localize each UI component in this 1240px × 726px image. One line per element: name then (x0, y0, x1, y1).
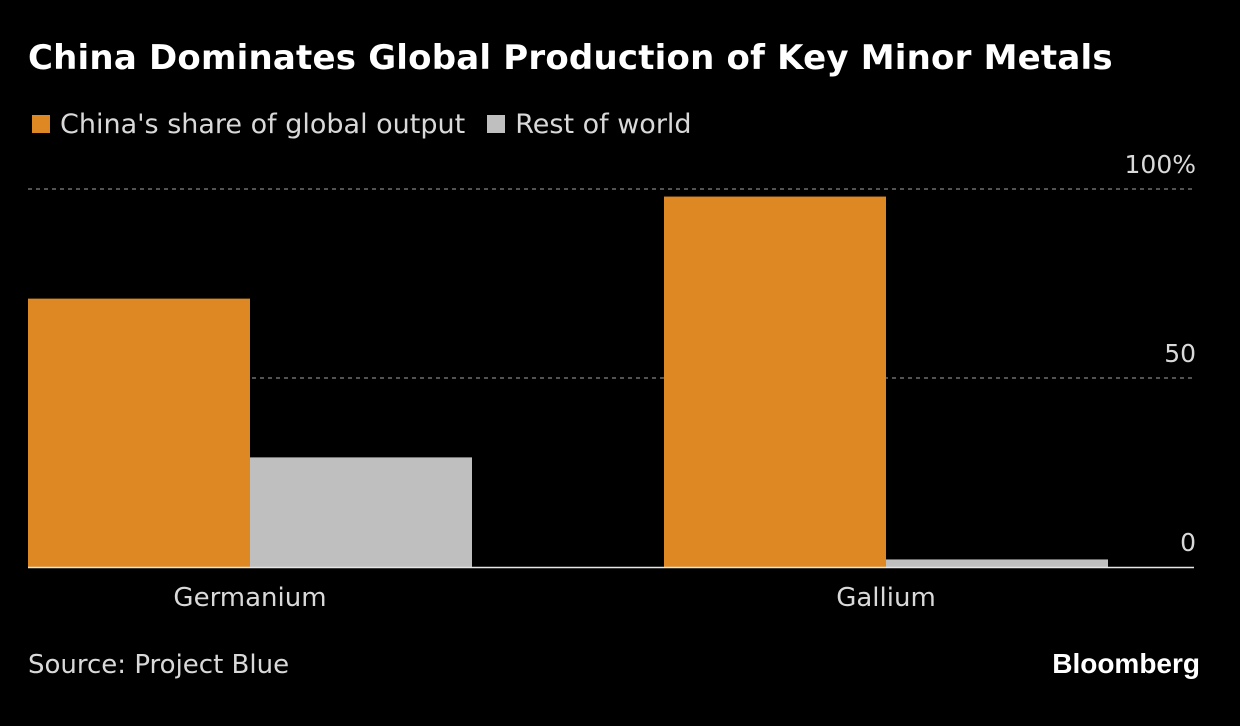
y-tick-label-0: 0 (1180, 528, 1196, 557)
y-tick-label-50: 50 (1164, 339, 1196, 368)
legend-swatch-rest-of-world (487, 115, 506, 133)
legend-swatch-china (32, 115, 50, 133)
bar-germanium-china-s-share-of-global-output (28, 298, 250, 567)
bloomberg-logo: Bloomberg (1052, 648, 1200, 679)
y-tick-label-100: 100% (1125, 150, 1196, 179)
bar-germanium-rest-of-world (250, 457, 472, 567)
x-tick-label-germanium: Germanium (173, 583, 326, 613)
chart-title: China Dominates Global Production of Key… (28, 38, 1113, 78)
source-note: Source: Project Blue (28, 650, 290, 680)
x-tick-label-gallium: Gallium (836, 583, 936, 613)
legend-item-rest-of-world: Rest of world (487, 108, 692, 140)
legend: China's share of global output Rest of w… (32, 106, 714, 142)
bar-gallium-china-s-share-of-global-output (664, 196, 886, 567)
legend-item-china: China's share of global output (32, 109, 465, 140)
bar-gallium-rest-of-world (886, 559, 1108, 567)
legend-label-china: China's share of global output (60, 108, 466, 140)
legend-label-rest-of-world: Rest of world (515, 108, 692, 140)
